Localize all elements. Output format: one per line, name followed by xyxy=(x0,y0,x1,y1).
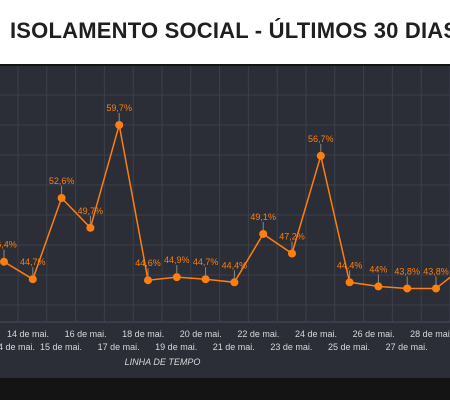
data-point xyxy=(316,151,325,160)
data-label: 44,4% xyxy=(337,260,363,270)
data-point xyxy=(288,249,296,258)
data-point xyxy=(0,257,8,266)
x-tick-label: 27 de mai. xyxy=(386,342,428,352)
title-bar: ISOLAMENTO SOCIAL - ÚLTIMOS 30 DIAS xyxy=(0,0,450,64)
x-tick-label: 24 de mai. xyxy=(295,329,337,339)
data-label: 59,7% xyxy=(106,103,132,113)
data-label: 49,7% xyxy=(78,206,104,216)
x-tick-label: 22 de mai. xyxy=(237,329,279,339)
x-tick-label: 26 de mai. xyxy=(353,329,395,339)
data-point xyxy=(115,121,124,129)
data-point xyxy=(345,278,354,287)
data-label: 52,6% xyxy=(49,176,75,186)
x-tick-label: 16 de mai. xyxy=(65,329,107,339)
data-point xyxy=(403,284,412,293)
page-title: ISOLAMENTO SOCIAL - ÚLTIMOS 30 DIAS xyxy=(10,18,450,43)
data-label: 47,2% xyxy=(279,232,305,242)
data-point xyxy=(172,273,181,282)
data-labels: 46,4%44,7%52,6%49,7%59,7%44,6%44,9%44,7%… xyxy=(0,103,449,285)
x-tick-label: 21 de mai. xyxy=(213,342,255,352)
x-tick-label: 23 de mai. xyxy=(270,342,312,352)
chart-panel xyxy=(0,66,450,378)
x-axis-label: LINHA DE TEMPO xyxy=(124,357,201,367)
data-label: 46,4% xyxy=(0,240,17,250)
chart-grid xyxy=(0,66,450,323)
x-tick-label: 28 de mai. xyxy=(410,329,450,339)
x-tick-label: 15 de mai. xyxy=(40,342,82,352)
data-point xyxy=(230,278,239,287)
data-label: 49,1% xyxy=(250,212,276,222)
x-tick-label: 19 de mai. xyxy=(155,342,197,352)
data-point xyxy=(259,229,268,238)
data-label: 56,7% xyxy=(308,134,334,144)
data-point xyxy=(28,275,37,284)
data-label: 44,6% xyxy=(135,258,161,268)
x-axis-ticks: 14 de mai. 16 de mai. 18 de mai. 20 de mai.… xyxy=(0,329,450,352)
x-tick-label: 25 de mai. xyxy=(328,342,370,352)
data-label: 44,7% xyxy=(193,257,219,267)
data-point xyxy=(144,276,152,285)
data-label: 44,4% xyxy=(222,260,248,270)
x-tick-label: 4 de mai. xyxy=(0,342,35,352)
data-label: 43,8% xyxy=(394,266,420,276)
data-point xyxy=(201,275,210,284)
data-points xyxy=(0,121,440,293)
data-point xyxy=(432,284,440,293)
data-label: 44,7% xyxy=(20,257,46,267)
data-label: 44,9% xyxy=(164,255,190,265)
x-tick-label: 18 de mai. xyxy=(122,329,164,339)
x-tick-label: 17 de mai. xyxy=(98,342,140,352)
data-point xyxy=(86,223,95,232)
data-label: 44% xyxy=(369,264,387,274)
x-tick-label: 14 de mai. xyxy=(7,329,49,339)
data-label: 43,8% xyxy=(423,266,449,276)
x-tick-label: 20 de mai. xyxy=(180,329,222,339)
data-point xyxy=(374,282,383,291)
data-point xyxy=(57,193,66,202)
